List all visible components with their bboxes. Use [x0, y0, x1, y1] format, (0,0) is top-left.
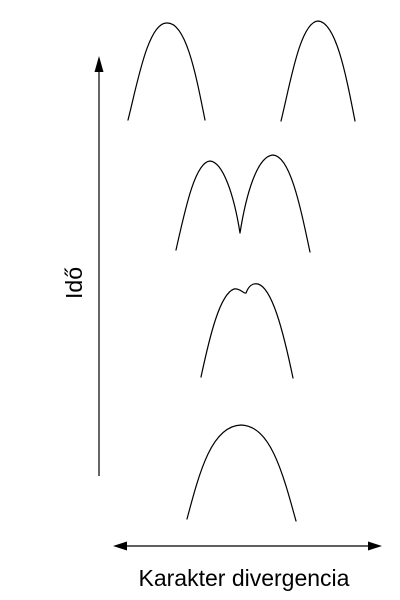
- x-axis-label: Karakter divergencia: [139, 565, 350, 591]
- stage-4-left-curve: [127, 22, 206, 121]
- stage-4-right-curve: [280, 20, 356, 122]
- x-axis-right-arrow-icon: [368, 541, 382, 551]
- x-axis-left-arrow-icon: [113, 541, 127, 551]
- stage-2-curve: [200, 283, 294, 379]
- y-axis: [94, 56, 104, 476]
- stage-1-curve: [186, 424, 297, 522]
- stage-3-curve: [175, 154, 311, 253]
- x-axis: [113, 541, 382, 551]
- y-axis-label: Idő: [61, 267, 87, 299]
- y-axis-arrow-icon: [94, 56, 104, 72]
